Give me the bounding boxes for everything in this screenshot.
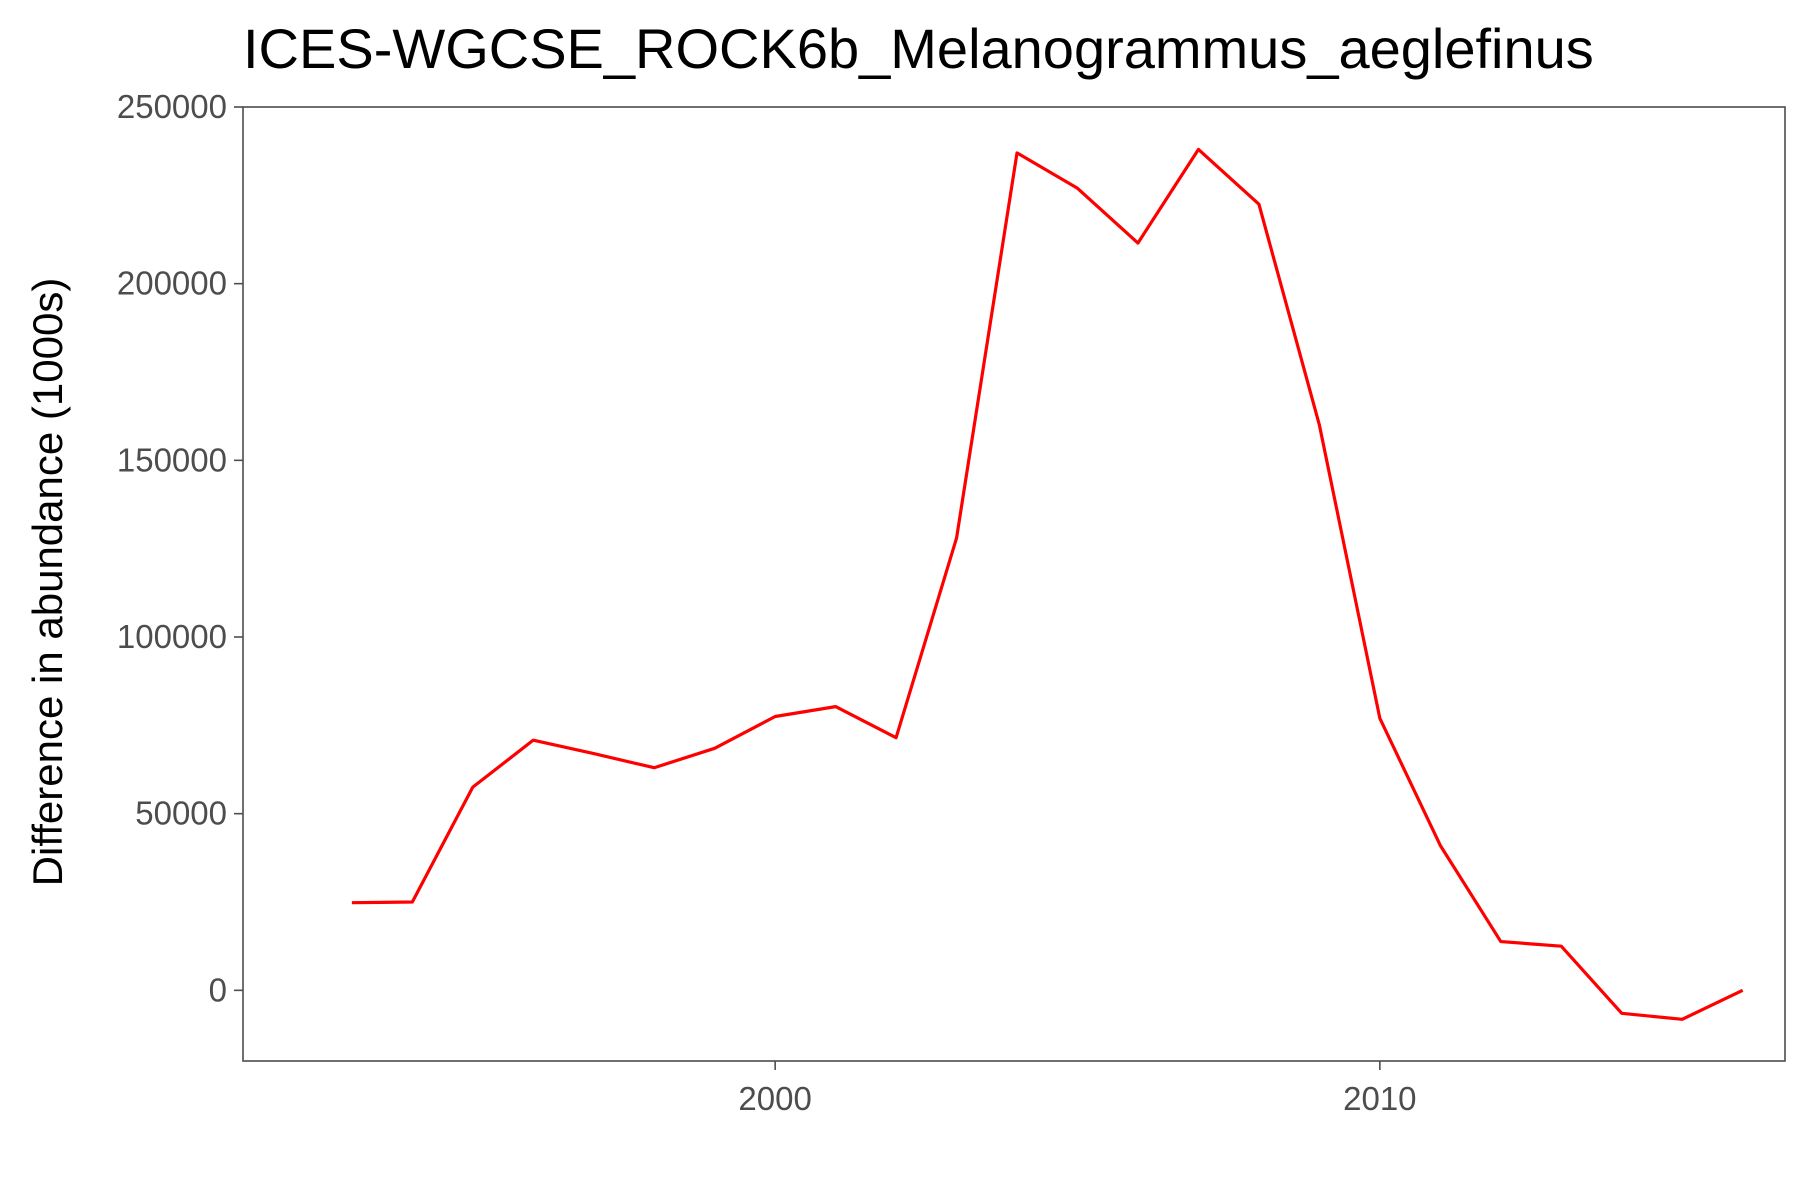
y-tick-label: 150000 (117, 441, 227, 478)
plot-area: 0 50000 100000 150000 200000 250000 2000 2010 (117, 88, 1786, 1117)
y-tick-label: 250000 (117, 88, 227, 125)
y-tick-label: 50000 (135, 795, 227, 832)
chart-title: ICES-WGCSE_ROCK6b_Melanogrammus_aeglefin… (243, 17, 1594, 80)
y-axis-title: Difference in abundance (1000s) (24, 278, 71, 887)
series-line (351, 147, 1744, 1021)
x-tick-label: 2010 (1343, 1080, 1416, 1117)
y-tick-label: 200000 (117, 265, 227, 302)
plot-panel-border (242, 106, 1786, 1062)
x-tick-label: 2000 (738, 1080, 811, 1117)
y-tick-label: 0 (209, 971, 227, 1008)
y-tick-label: 100000 (117, 618, 227, 655)
